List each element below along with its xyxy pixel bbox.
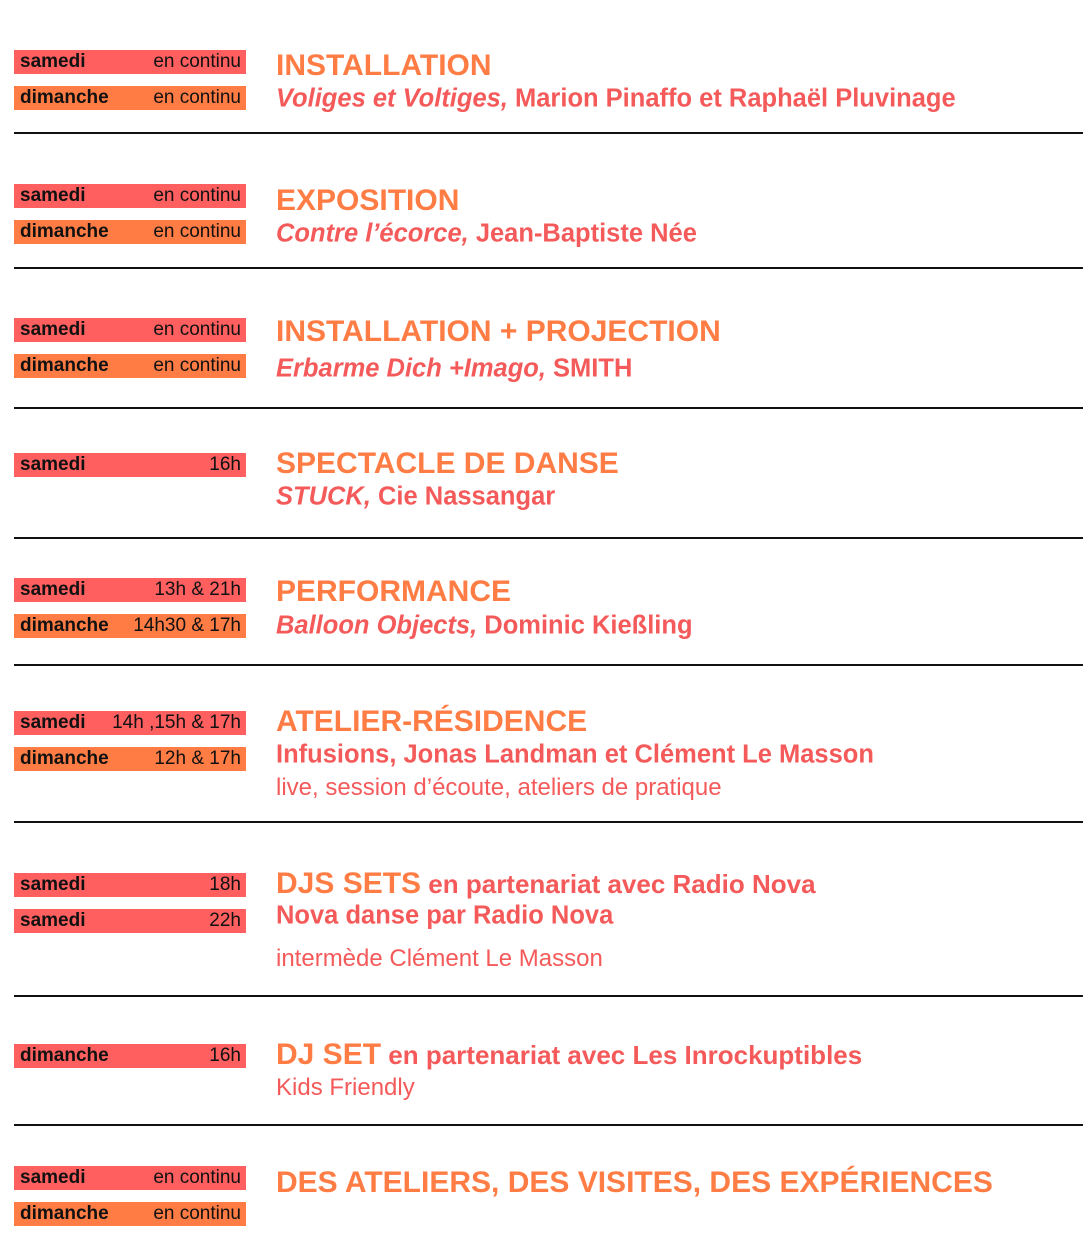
badge-day: samedi: [20, 1167, 86, 1188]
event-description: Kids Friendly: [276, 1074, 415, 1101]
event-category: DJ SET: [276, 1038, 382, 1071]
event-subtitle: Infusions, Jonas Landman et Clément Le M…: [276, 741, 874, 770]
badge-time: en continu: [153, 51, 241, 72]
schedule-badge: samedi 22h: [14, 909, 246, 933]
event-subtitle: STUCK, Cie Nassangar: [276, 483, 555, 512]
event-partner: en partenariat avec Radio Nova: [421, 869, 816, 899]
divider: [14, 132, 1083, 134]
badge-time: en continu: [153, 1203, 241, 1224]
badge-time: en continu: [153, 87, 241, 108]
badge-day: samedi: [20, 874, 86, 895]
event-artist: Infusions, Jonas Landman et Clément Le M…: [276, 740, 874, 769]
badge-time: 16h: [209, 454, 241, 475]
event-category: ATELIER-RÉSIDENCE: [276, 705, 588, 738]
badge-time: 13h & 21h: [154, 579, 241, 600]
schedule-badge: dimanche en continu: [14, 354, 246, 378]
event-category: INSTALLATION + PROJECTION: [276, 315, 721, 348]
schedule-badge: samedi 16h: [14, 453, 246, 477]
badge-time: en continu: [153, 221, 241, 242]
schedule-badge: samedi 14h ,15h & 17h: [14, 711, 246, 735]
badge-time: 16h: [209, 1045, 241, 1066]
badge-time: 14h ,15h & 17h: [112, 712, 241, 733]
event-description: live, session d’écoute, ateliers de prat…: [276, 774, 722, 801]
schedule-badge: dimanche 16h: [14, 1044, 246, 1068]
event-work-title: STUCK,: [276, 482, 371, 511]
event-title: DJ SET en partenariat avec Les Inrockupt…: [276, 1038, 862, 1072]
schedule-badge: dimanche en continu: [14, 220, 246, 244]
badge-time: en continu: [153, 355, 241, 376]
badge-day: samedi: [20, 51, 86, 72]
event-subtitle: Nova danse par Radio Nova: [276, 902, 613, 931]
event-title: INSTALLATION: [276, 49, 492, 83]
event-subtitle: Voliges et Voltiges, Marion Pinaffo et R…: [276, 85, 956, 114]
schedule-badge: dimanche 14h30 & 17h: [14, 614, 246, 638]
badge-time: en continu: [153, 1167, 241, 1188]
event-category: EXPOSITION: [276, 184, 460, 217]
event-category: SPECTACLE DE DANSE: [276, 447, 619, 480]
event-work-title: Erbarme Dich +Imago,: [276, 354, 546, 383]
schedule-badge: samedi 13h & 21h: [14, 578, 246, 602]
badge-day: samedi: [20, 579, 86, 600]
schedule-badge: samedi 18h: [14, 873, 246, 897]
schedule-badge: dimanche en continu: [14, 1202, 246, 1226]
event-work-title: Voliges et Voltiges,: [276, 84, 508, 113]
badge-time: 18h: [209, 874, 241, 895]
schedule-badge: samedi en continu: [14, 50, 246, 74]
event-subtitle: Erbarme Dich +Imago, SMITH: [276, 355, 632, 384]
event-title: INSTALLATION + PROJECTION: [276, 315, 721, 349]
badge-day: dimanche: [20, 1203, 109, 1224]
badge-day: dimanche: [20, 1045, 109, 1066]
event-subtitle: Contre l’écorce, Jean-Baptiste Née: [276, 220, 697, 249]
event-category: INSTALLATION: [276, 49, 492, 82]
event-title: DJS SETS en partenariat avec Radio Nova: [276, 867, 816, 901]
divider: [14, 1124, 1083, 1126]
schedule-badge: samedi en continu: [14, 184, 246, 208]
event-artist: Marion Pinaffo et Raphaël Pluvinage: [507, 84, 956, 113]
event-subtitle: Balloon Objects, Dominic Kießling: [276, 612, 693, 641]
badge-day: dimanche: [20, 615, 109, 636]
event-artist: SMITH: [545, 354, 633, 383]
event-title: DES ATELIERS, DES VISITES, DES EXPÉRIENC…: [276, 1166, 993, 1200]
badge-day: samedi: [20, 910, 86, 931]
event-artist: Jean-Baptiste Née: [468, 219, 697, 248]
divider: [14, 664, 1083, 666]
event-description: intermède Clément Le Masson: [276, 945, 603, 972]
badge-day: dimanche: [20, 221, 109, 242]
divider: [14, 267, 1083, 269]
divider: [14, 821, 1083, 823]
badge-day: dimanche: [20, 87, 109, 108]
event-artist: Cie Nassangar: [370, 482, 556, 511]
event-title: EXPOSITION: [276, 184, 459, 218]
event-artist: Dominic Kießling: [477, 611, 693, 640]
badge-day: dimanche: [20, 355, 109, 376]
divider: [14, 537, 1083, 539]
badge-time: en continu: [153, 319, 241, 340]
event-artist: Nova danse par Radio Nova: [276, 901, 614, 930]
schedule-badge: dimanche en continu: [14, 86, 246, 110]
badge-day: samedi: [20, 185, 86, 206]
event-title: SPECTACLE DE DANSE: [276, 447, 619, 481]
badge-day: dimanche: [20, 748, 109, 769]
event-title: ATELIER-RÉSIDENCE: [276, 705, 587, 739]
badge-day: samedi: [20, 319, 86, 340]
schedule-badge: dimanche 12h & 17h: [14, 747, 246, 771]
schedule-badge: samedi en continu: [14, 1166, 246, 1190]
event-work-title: Contre l’écorce,: [276, 219, 469, 248]
badge-day: samedi: [20, 454, 86, 475]
schedule-badge: samedi en continu: [14, 318, 246, 342]
badge-time: en continu: [153, 185, 241, 206]
divider: [14, 995, 1083, 997]
badge-time: 12h & 17h: [154, 748, 241, 769]
event-partner: en partenariat avec Les Inrockuptibles: [381, 1040, 863, 1070]
event-title: PERFORMANCE: [276, 575, 511, 609]
event-category: PERFORMANCE: [276, 575, 512, 608]
event-category: DJS SETS: [276, 867, 422, 900]
badge-day: samedi: [20, 712, 86, 733]
event-category: DES ATELIERS, DES VISITES, DES EXPÉRIENC…: [276, 1166, 993, 1199]
badge-time: 22h: [209, 910, 241, 931]
event-work-title: Balloon Objects,: [276, 611, 478, 640]
badge-time: 14h30 & 17h: [133, 615, 241, 636]
divider: [14, 407, 1083, 409]
